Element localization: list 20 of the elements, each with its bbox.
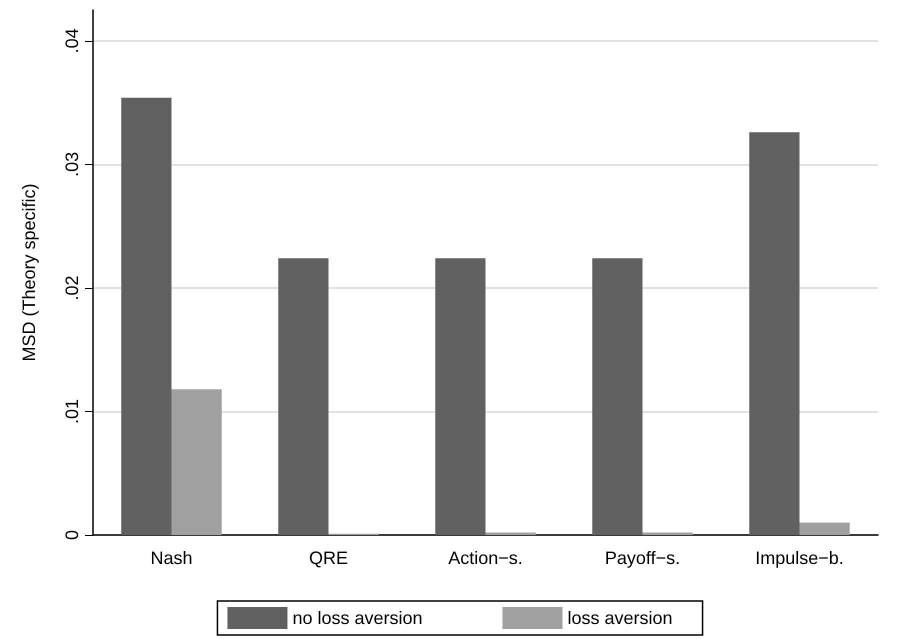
legend-label: loss aversion <box>568 608 673 628</box>
x-tick-label: Action−s. <box>448 548 523 568</box>
bar <box>278 258 328 535</box>
bar <box>800 522 850 535</box>
x-tick-label: Impulse−b. <box>755 548 844 568</box>
bar <box>121 98 172 535</box>
bar <box>592 258 642 535</box>
y-tick-label: 0 <box>62 530 82 540</box>
legend-label: no loss aversion <box>292 608 423 628</box>
y-tick-label: .02 <box>62 275 82 300</box>
bar <box>435 258 486 535</box>
x-tick-label: Payoff−s. <box>604 548 680 568</box>
y-axis-title: MSD (Theory specific) <box>19 183 39 362</box>
bar <box>749 132 800 535</box>
x-tick-label: Nash <box>150 548 193 568</box>
y-tick-label: .01 <box>62 398 82 424</box>
bar <box>172 389 222 535</box>
y-tick-label: .04 <box>62 28 82 54</box>
x-tick-label: QRE <box>308 548 348 568</box>
y-tick-label: .03 <box>62 152 82 177</box>
